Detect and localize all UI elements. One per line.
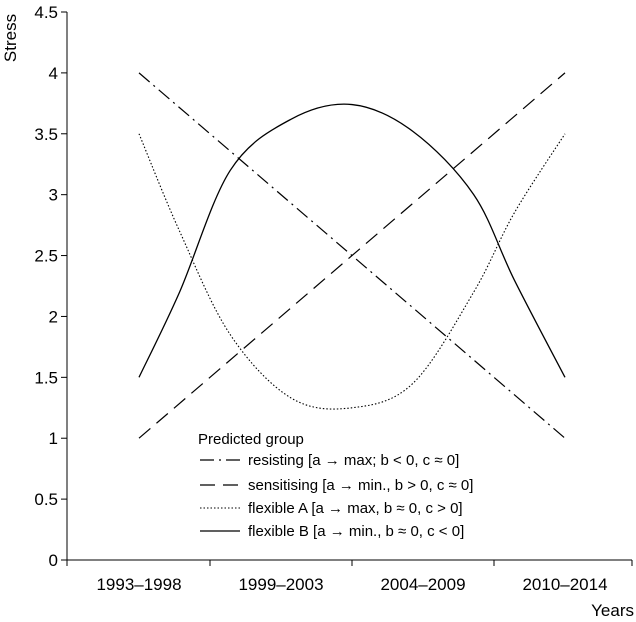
x-tick-label: 1993–1998 (96, 575, 181, 594)
x-tick-label: 2004–2009 (380, 575, 465, 594)
series-layer (138, 72, 566, 439)
legend-label-4: flexible B [a → min., b ≈ 0, c < 0] (248, 523, 464, 540)
legend: Predicted group resisting [a → max; b < … (198, 431, 473, 540)
x-ticks: 1993–1998 1999–2003 2004–2009 2010–2014 (66, 560, 633, 594)
y-tick-label: 0 (49, 551, 58, 570)
y-tick-label: 3 (49, 186, 58, 205)
y-tick-label: 3.5 (34, 125, 58, 144)
axes (66, 12, 632, 561)
y-tick-label: 4 (49, 64, 58, 83)
y-tick-label: 1.5 (34, 368, 58, 387)
legend-label-2: sensitising [a → min., b > 0, c ≈ 0] (248, 477, 473, 494)
y-tick-label: 1 (49, 429, 58, 448)
y-tick-label: 0.5 (34, 490, 58, 509)
y-axis-title: Stress (1, 14, 20, 62)
y-tick-label: 4.5 (34, 3, 58, 22)
x-axis-title: Years (591, 601, 634, 620)
series-line-2 (138, 72, 566, 439)
series-line-4 (138, 103, 566, 378)
x-tick-label: 1999–2003 (238, 575, 323, 594)
y-tick-label: 2.5 (34, 247, 58, 266)
y-ticks: 0 0.5 1 1.5 2 2.5 3 3.5 4 4.5 (34, 3, 67, 570)
legend-label-1: resisting [a → max; b < 0, c ≈ 0] (248, 452, 459, 469)
series-line-3 (138, 133, 566, 410)
y-tick-label: 2 (49, 307, 58, 326)
x-tick-label: 2010–2014 (522, 575, 607, 594)
legend-title: Predicted group (198, 431, 304, 448)
legend-label-3: flexible A [a → max, b ≈ 0, c > 0] (248, 500, 463, 517)
